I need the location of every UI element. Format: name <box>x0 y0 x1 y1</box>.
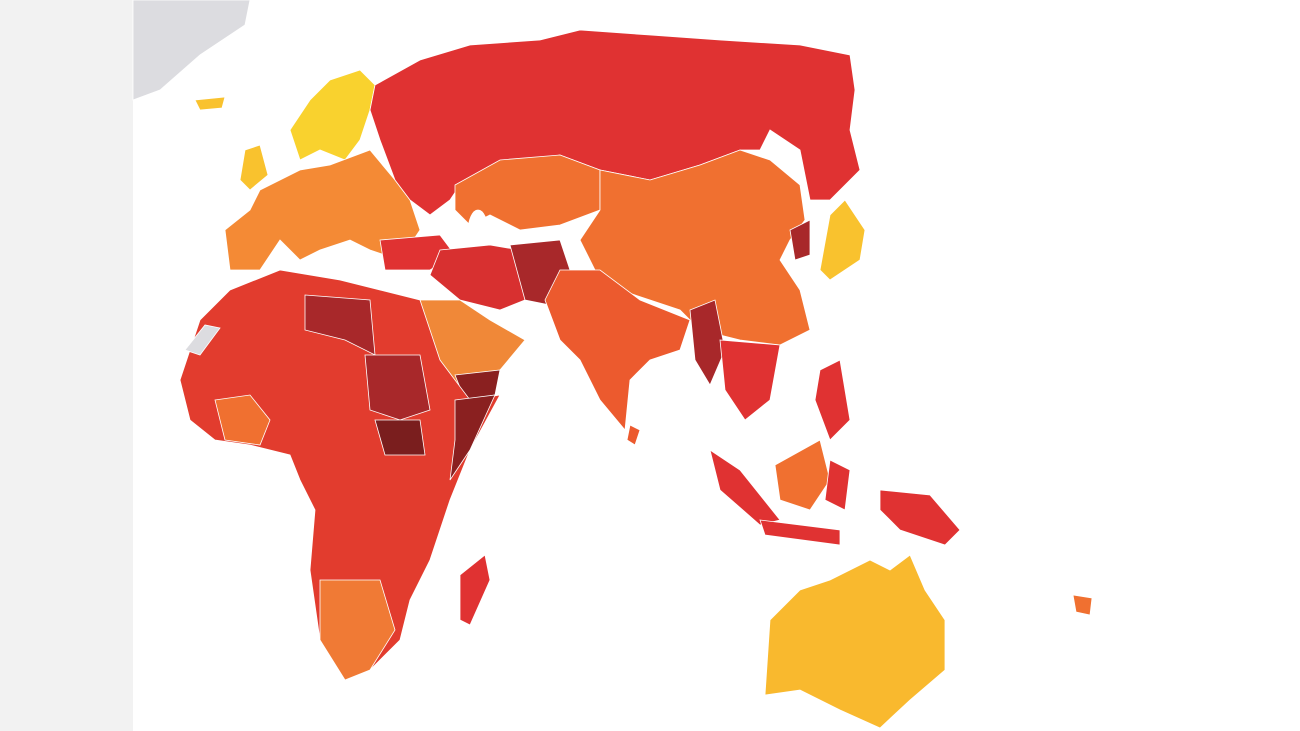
java <box>759 519 841 546</box>
southern-africa <box>319 579 396 681</box>
united-kingdom <box>239 144 269 191</box>
iran <box>429 244 526 311</box>
somalia <box>449 394 496 481</box>
korea <box>789 219 811 261</box>
myanmar <box>689 299 726 386</box>
philippines <box>814 359 851 441</box>
sri-lanka <box>626 424 641 446</box>
west-africa <box>214 394 271 446</box>
pacific-islands <box>1072 594 1093 616</box>
indochina <box>719 339 781 421</box>
madagascar <box>459 554 491 626</box>
greenland <box>132 0 251 101</box>
central-asia <box>454 154 601 231</box>
western-sahara <box>184 324 221 356</box>
borneo <box>774 439 831 511</box>
libya <box>304 294 376 356</box>
india <box>544 269 691 431</box>
left-margin <box>0 0 133 731</box>
south-sudan <box>374 419 426 456</box>
australia <box>764 554 946 729</box>
new-guinea <box>879 489 961 546</box>
sulawesi <box>824 459 851 511</box>
europe <box>224 149 421 271</box>
sudan <box>364 354 431 421</box>
iceland <box>194 96 226 111</box>
japan <box>819 199 866 281</box>
